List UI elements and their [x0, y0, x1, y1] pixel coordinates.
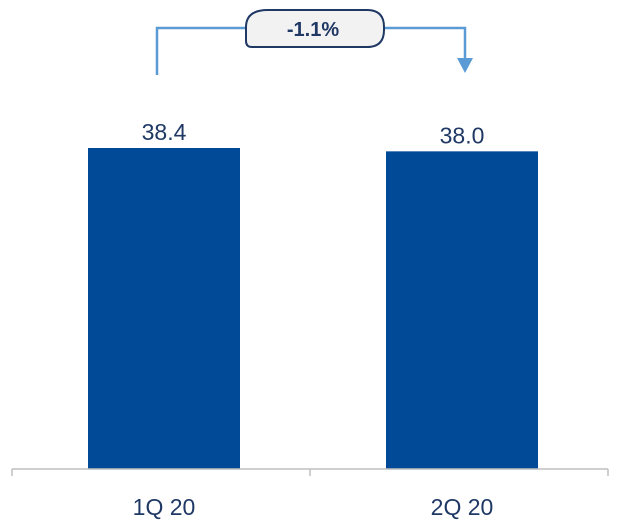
bars-layer: [88, 148, 538, 469]
x-axis: [11, 468, 609, 476]
value-label-1: 38.4: [142, 119, 187, 145]
change-connector: [155, 26, 473, 75]
bar-2: [386, 151, 538, 469]
value-label-2: 38.0: [440, 122, 485, 148]
category-label-1: 1Q 20: [133, 494, 196, 520]
bar-1: [88, 148, 240, 469]
labels-layer: 38.4 1Q 20 38.0 2Q 20: [133, 119, 494, 520]
connector-line: [155, 26, 467, 75]
category-label-2: 2Q 20: [431, 494, 494, 520]
change-badge-shape: [245, 9, 385, 48]
change-badge-label: -1.1%: [287, 19, 339, 41]
arrow-down-icon: [457, 58, 473, 73]
change-badge: -1.1%: [245, 9, 385, 48]
